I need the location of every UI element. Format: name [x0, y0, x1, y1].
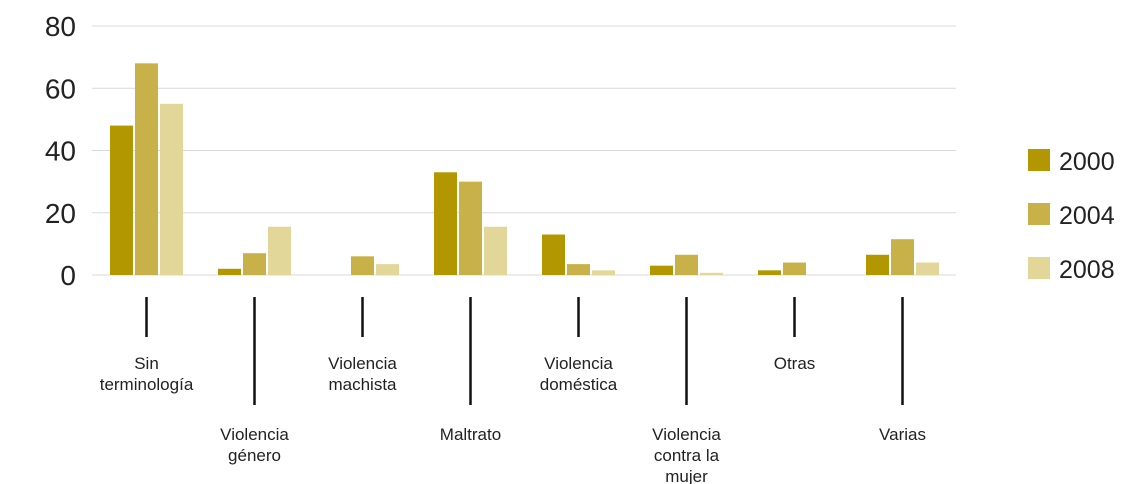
- bar-2004-7: [891, 239, 914, 275]
- y-tick-label: 80: [45, 11, 76, 42]
- category-label: contra la: [654, 446, 720, 465]
- y-tick-label: 20: [45, 198, 76, 229]
- category-label: mujer: [665, 467, 708, 484]
- gridlines: [92, 25, 956, 276]
- category-label: Varias: [879, 425, 926, 444]
- category-label: Maltrato: [440, 425, 501, 444]
- bar-2000-3: [434, 172, 457, 275]
- category-label: género: [228, 446, 281, 465]
- bar-2004-1: [243, 253, 266, 275]
- y-axis-ticks: 0 20 40 60 80: [45, 11, 76, 291]
- bar-2004-4: [567, 264, 590, 275]
- bar-2004-3: [459, 181, 482, 275]
- category-label: doméstica: [540, 375, 618, 394]
- bar-2004-0: [135, 63, 158, 275]
- category-label: terminología: [100, 375, 194, 394]
- bar-2000-5: [650, 265, 673, 275]
- category-label: Otras: [774, 354, 816, 373]
- bar-2000-4: [542, 234, 565, 275]
- legend: 2000 2004 2008: [1028, 148, 1115, 284]
- bar-2000-0: [110, 125, 133, 275]
- category-label: Violencia: [328, 354, 397, 373]
- x-axis-categories: Sin terminología Violencia género Violencia m…: [100, 297, 926, 484]
- bar-2000-6: [758, 270, 781, 275]
- bar-2008-3: [484, 226, 507, 275]
- bar-2008-1: [268, 226, 291, 275]
- bar-2000-1: [218, 268, 241, 275]
- bar-2008-4: [592, 270, 615, 275]
- legend-label-2008: 2008: [1059, 256, 1115, 284]
- bar-2008-5: [700, 272, 723, 275]
- bar-2008-7: [916, 262, 939, 275]
- bar-2008-0: [160, 103, 183, 275]
- y-tick-label: 40: [45, 136, 76, 167]
- legend-label-2004: 2004: [1059, 202, 1115, 230]
- y-tick-label: 60: [45, 73, 76, 104]
- legend-label-2000: 2000: [1059, 148, 1115, 176]
- category-label: machista: [328, 375, 397, 394]
- bar-2008-2: [376, 264, 399, 275]
- bar-2004-2: [351, 256, 374, 275]
- bars: [110, 63, 939, 275]
- bar-2000-7: [866, 254, 889, 275]
- legend-swatch-2008: [1028, 257, 1050, 279]
- category-label: Violencia: [220, 425, 289, 444]
- category-label: Sin: [134, 354, 159, 373]
- legend-swatch-2000: [1028, 149, 1050, 171]
- legend-swatch-2004: [1028, 203, 1050, 225]
- bar-2004-6: [783, 262, 806, 275]
- y-tick-label: 0: [60, 260, 76, 291]
- bar-2004-5: [675, 254, 698, 275]
- category-label: Violencia: [544, 354, 613, 373]
- category-label: Violencia: [652, 425, 721, 444]
